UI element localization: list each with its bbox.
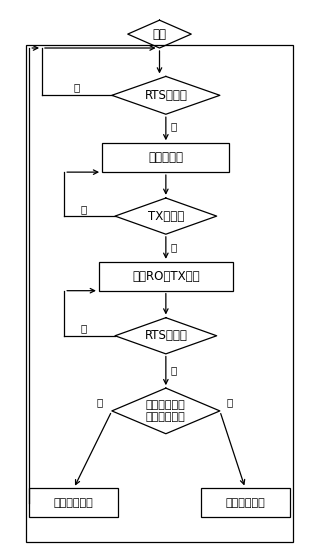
Text: 锁存RO和TX状态: 锁存RO和TX状态 xyxy=(132,270,200,283)
Text: 是: 是 xyxy=(171,122,177,132)
Text: 发送、接收寄
存器状态相同: 发送、接收寄 存器状态相同 xyxy=(146,400,186,422)
Text: 是: 是 xyxy=(171,242,177,252)
Text: 否: 否 xyxy=(74,83,80,93)
Text: 开始: 开始 xyxy=(152,27,167,41)
Text: 否: 否 xyxy=(96,397,102,407)
Text: 芯片状态为好: 芯片状态为好 xyxy=(226,498,265,508)
Text: 是: 是 xyxy=(171,365,177,375)
Text: 是: 是 xyxy=(226,397,233,407)
Text: 否: 否 xyxy=(80,204,86,214)
Bar xyxy=(102,143,229,172)
Text: 芯片状态为坏: 芯片状态为坏 xyxy=(54,498,93,508)
Bar xyxy=(26,45,293,542)
Text: TX上升沿: TX上升沿 xyxy=(148,210,184,223)
Text: RTS上升沿: RTS上升沿 xyxy=(145,89,187,102)
Bar xyxy=(99,262,233,291)
Bar xyxy=(201,488,290,517)
Text: 否: 否 xyxy=(80,323,86,333)
Bar xyxy=(29,488,118,517)
Text: RTS下降沿: RTS下降沿 xyxy=(145,329,187,342)
Text: 清零寄存器: 清零寄存器 xyxy=(148,151,183,164)
